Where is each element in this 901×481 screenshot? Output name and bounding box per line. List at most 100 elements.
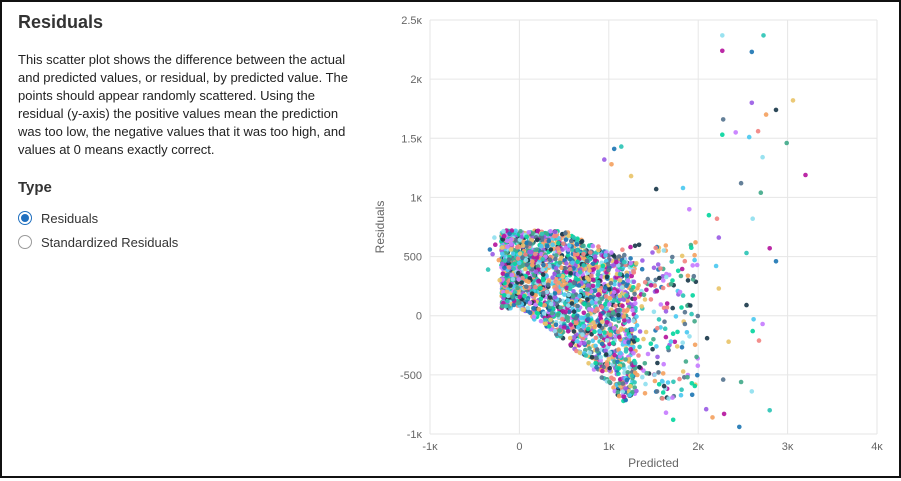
data-point (713, 263, 719, 269)
radio-residuals[interactable]: Residuals (18, 206, 348, 230)
data-point (603, 348, 608, 354)
data-point (499, 245, 505, 250)
data-point (563, 245, 569, 251)
data-point (520, 243, 526, 248)
data-point (641, 336, 646, 342)
data-point (760, 321, 765, 327)
data-point (661, 248, 667, 253)
data-point (624, 273, 630, 278)
data-point (556, 280, 561, 286)
data-point (557, 328, 563, 333)
data-point (616, 312, 621, 318)
data-point (592, 329, 597, 335)
data-point (619, 285, 625, 290)
data-point (680, 293, 686, 298)
data-point (703, 406, 709, 412)
data-point (593, 335, 599, 341)
data-point (716, 286, 722, 291)
data-point (612, 352, 617, 358)
data-point (589, 300, 595, 305)
data-point (679, 266, 685, 272)
data-point (543, 321, 548, 327)
data-point (502, 265, 507, 271)
data-point (573, 315, 578, 321)
data-point (625, 307, 630, 313)
data-point (689, 311, 694, 317)
data-point (527, 276, 532, 281)
data-point (670, 305, 675, 311)
data-point (499, 304, 505, 309)
data-point (573, 276, 579, 281)
data-point (670, 254, 675, 260)
x-tick-label: 3κ (782, 441, 794, 453)
panel-title: Residuals (18, 12, 104, 32)
data-point (552, 229, 558, 235)
data-point (530, 259, 535, 264)
data-point (571, 289, 576, 294)
data-point (617, 271, 623, 277)
data-point (501, 293, 507, 298)
data-point (524, 234, 529, 240)
data-point (636, 282, 641, 288)
radio-residuals-indicator[interactable] (18, 211, 32, 225)
data-point (552, 294, 558, 300)
data-point (622, 339, 628, 345)
data-point (590, 261, 596, 267)
y-tick-label: 1.5κ (401, 133, 422, 145)
data-point (610, 340, 616, 346)
data-point (590, 338, 596, 344)
data-point (738, 379, 744, 385)
data-point (535, 311, 541, 317)
data-point (570, 247, 575, 253)
data-point (516, 277, 521, 282)
data-point (672, 339, 678, 345)
data-point (628, 260, 633, 266)
data-point (584, 258, 590, 264)
data-point (505, 244, 510, 249)
data-point (664, 301, 670, 306)
data-point (589, 355, 595, 360)
data-point (561, 278, 566, 284)
data-point (674, 344, 680, 349)
data-point (583, 353, 589, 358)
data-point (577, 350, 583, 356)
data-point (525, 308, 531, 314)
data-point (568, 342, 573, 347)
data-point (634, 323, 640, 328)
data-point (645, 351, 651, 357)
data-point (784, 140, 789, 146)
data-point (520, 275, 525, 281)
data-point (767, 408, 772, 413)
data-point (566, 303, 571, 308)
data-point (624, 293, 629, 298)
data-point (504, 289, 510, 295)
data-point (639, 304, 644, 309)
data-point (538, 296, 544, 302)
data-point (547, 263, 552, 269)
data-point (767, 246, 772, 251)
data-point (675, 329, 680, 335)
data-point (587, 307, 592, 312)
data-point (669, 259, 674, 264)
data-point (680, 185, 686, 191)
data-point (625, 298, 630, 304)
radio-standardized-residuals[interactable]: Standardized Residuals (18, 230, 348, 254)
data-point (570, 294, 576, 299)
data-point (755, 128, 761, 134)
data-point (586, 361, 591, 366)
data-point (773, 259, 779, 264)
data-point (564, 276, 570, 282)
data-point (683, 359, 689, 364)
data-point (547, 257, 553, 262)
data-point (611, 146, 617, 152)
data-point (695, 313, 701, 319)
data-point (502, 258, 508, 263)
radio-standardized-residuals-indicator[interactable] (18, 235, 32, 249)
data-point (633, 301, 638, 306)
data-point (600, 368, 605, 374)
data-point (670, 331, 676, 337)
data-point (534, 237, 540, 243)
data-point (607, 365, 612, 371)
data-point (640, 374, 645, 380)
data-point (682, 375, 687, 380)
